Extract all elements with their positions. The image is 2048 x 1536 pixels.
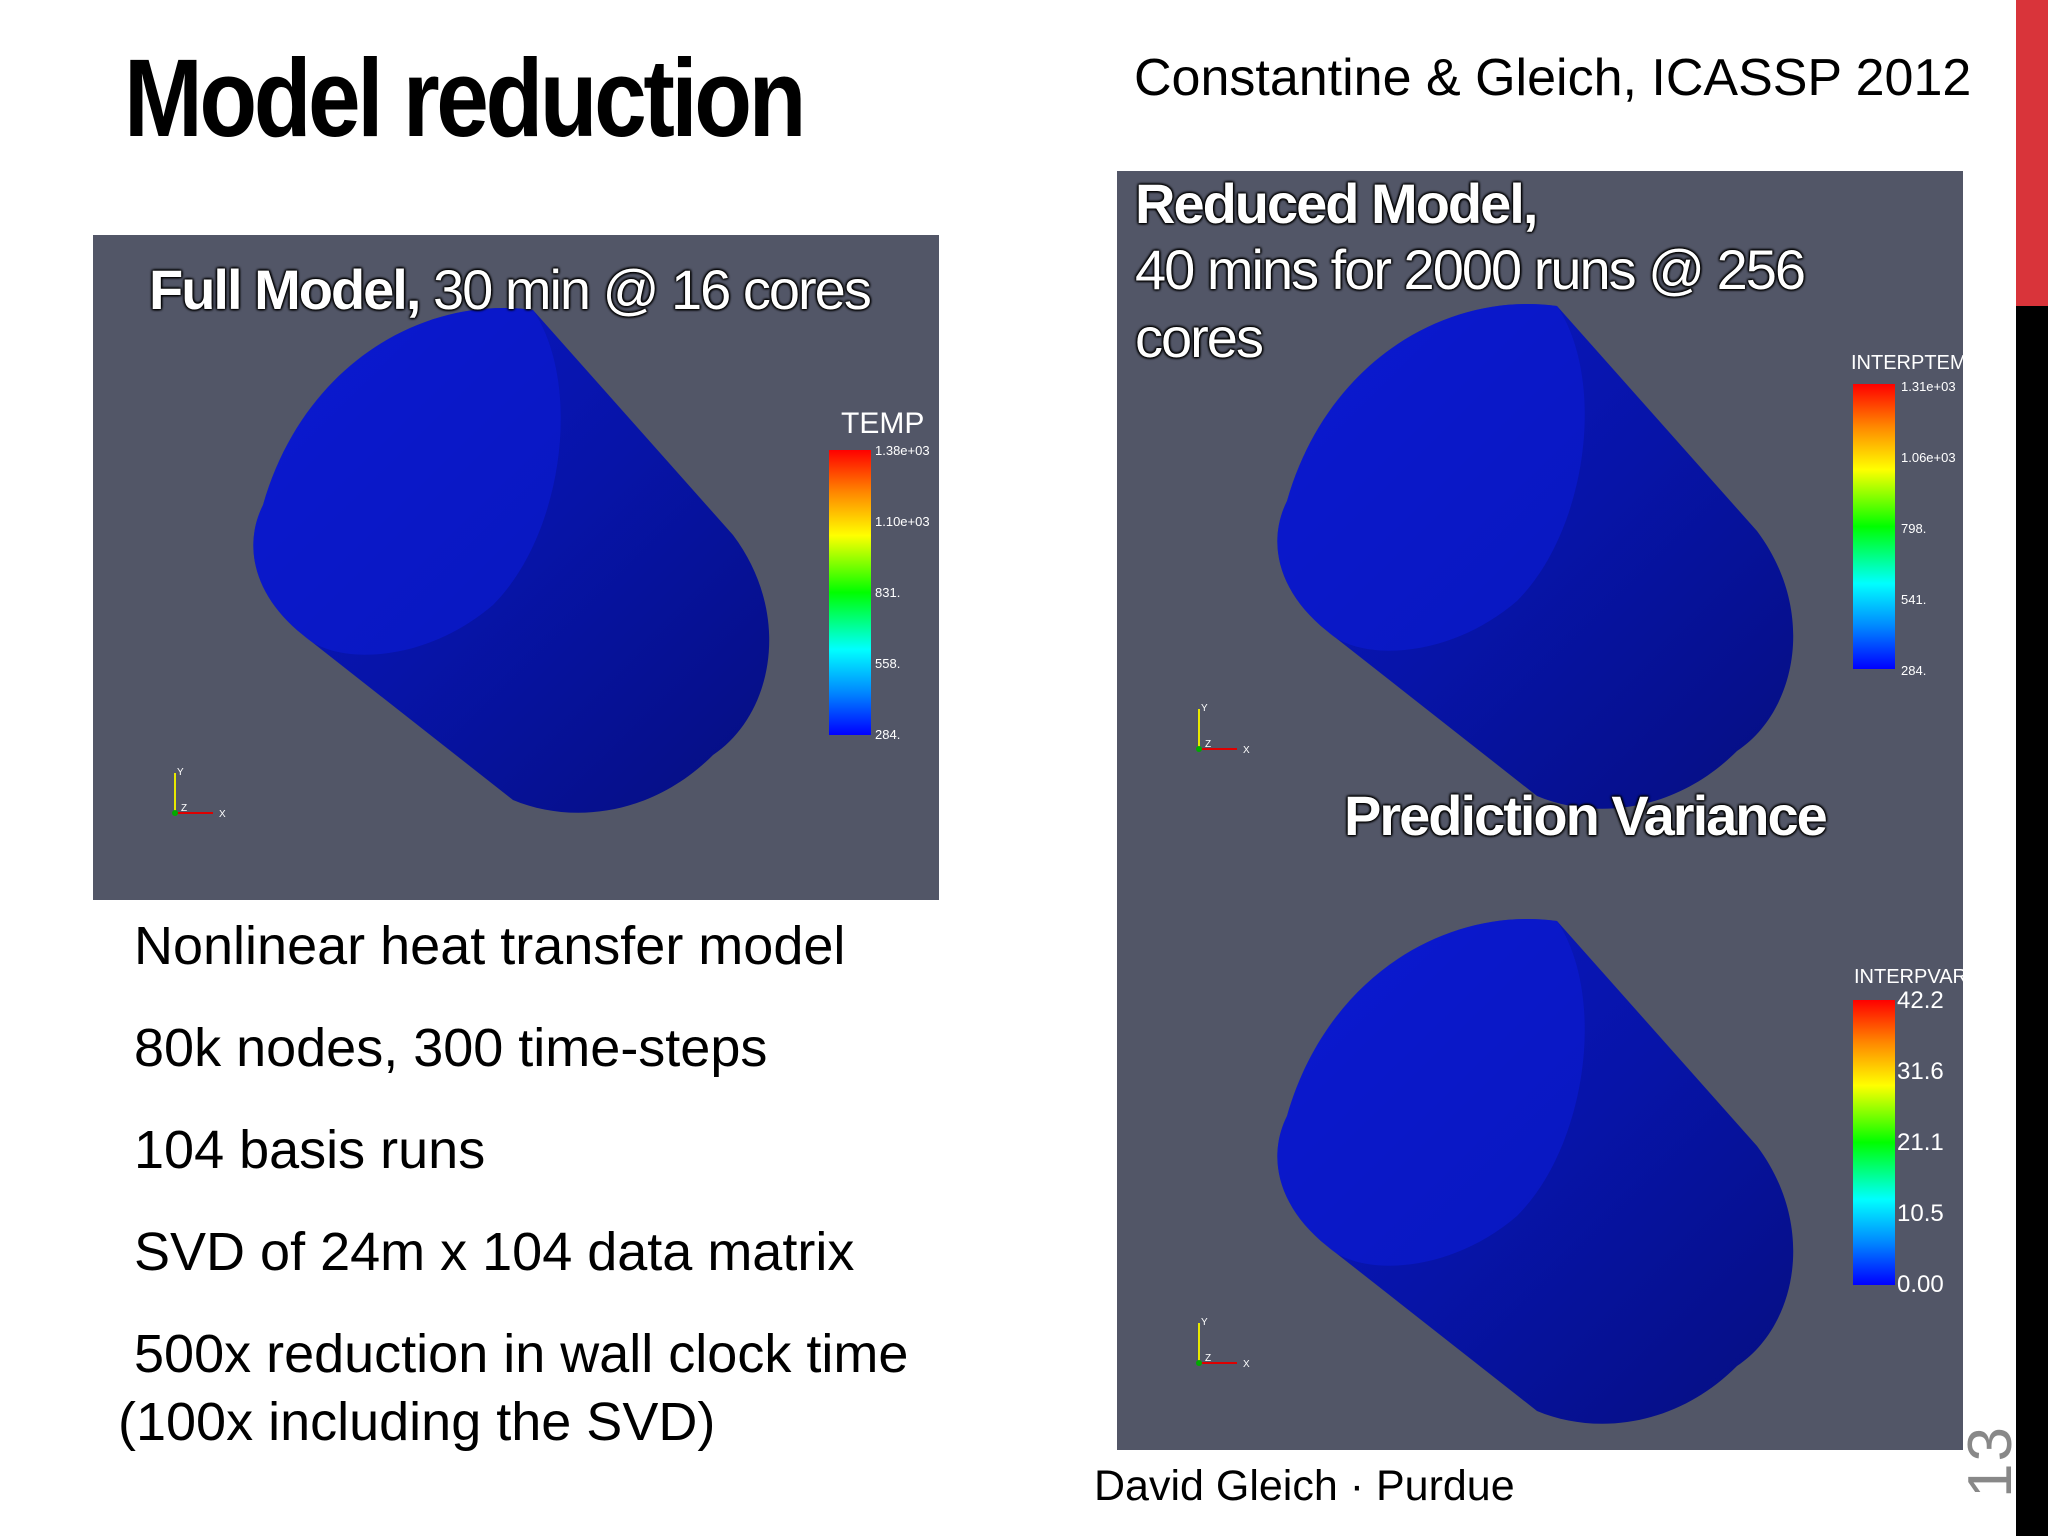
colorbar-tick: 1.10e+03 xyxy=(875,514,930,529)
axes-triad-icon: Y Z X xyxy=(1196,1317,1250,1370)
colorbar-temp xyxy=(829,450,871,735)
axis-x-label: X xyxy=(1243,1359,1250,1370)
axes-triad-icon: Y Z X xyxy=(172,767,226,820)
citation: Constantine & Gleich, ICASSP 2012 xyxy=(1134,49,1972,107)
colorbar-tick: 1.31e+03 xyxy=(1901,379,1956,394)
reduced-model-label-line3: cores xyxy=(1135,306,1264,369)
colorbar-title: TEMP xyxy=(841,407,925,440)
colorbar-tick: 798. xyxy=(1901,521,1927,536)
colorbar-tick: 284. xyxy=(875,727,901,742)
bullet-item: 104 basis runs xyxy=(134,1120,486,1180)
colorbar-tick: 0.00 xyxy=(1897,1271,1944,1298)
full-model-label-rest: 30 min @ 16 cores xyxy=(419,258,872,321)
prediction-variance-label: Prediction Variance xyxy=(1344,784,1828,847)
colorbar-tick: 21.1 xyxy=(1897,1129,1944,1156)
axis-y-label: Y xyxy=(177,767,184,778)
slide-title: Model reduction xyxy=(124,37,806,160)
colorbar-tick: 1.06e+03 xyxy=(1901,450,1956,465)
axis-x-label: X xyxy=(219,809,226,820)
colorbar-title: INTERPTEMP xyxy=(1851,352,1963,374)
colorbar-tick: 1.38e+03 xyxy=(875,443,930,458)
cylinder-render xyxy=(253,308,770,813)
footer-author: David Gleich · Purdue xyxy=(1094,1462,1515,1510)
reduced-model-label-line2: 40 mins for 2000 runs @ 256 xyxy=(1135,238,1806,301)
colorbar-interpvar xyxy=(1853,1000,1895,1285)
colorbar-tick: 10.5 xyxy=(1897,1200,1944,1227)
axes-triad-icon: Y Z X xyxy=(1196,703,1250,756)
colorbar-tick: 42.2 xyxy=(1897,987,1944,1014)
full-model-visualization: Full Model, 30 min @ 16 cores TEMP 1.38e… xyxy=(93,235,939,900)
axis-x-label: X xyxy=(1243,745,1250,756)
colorbar-title: INTERPVAR xyxy=(1854,966,1963,988)
colorbar-tick: 284. xyxy=(1901,663,1927,678)
cylinder-render-pair xyxy=(1277,304,1794,1424)
axis-z-label: Z xyxy=(1205,739,1211,750)
axis-z-label: Z xyxy=(1205,1353,1211,1364)
axis-y-label: Y xyxy=(1201,703,1208,714)
colorbar-interptemp xyxy=(1853,384,1895,669)
accent-bar-black xyxy=(2016,306,2048,1536)
reduced-model-label-line1: Reduced Model, xyxy=(1135,172,1538,235)
bullet-item: 80k nodes, 300 time-steps xyxy=(134,1018,768,1078)
colorbar-tick: 541. xyxy=(1901,592,1927,607)
colorbar-tick: 831. xyxy=(875,585,901,600)
axis-y-label: Y xyxy=(1201,1317,1208,1328)
full-model-label-bold: Full Model, xyxy=(149,258,421,321)
full-model-label: Full Model, 30 min @ 16 cores xyxy=(149,257,872,322)
bullet-item: Nonlinear heat transfer model xyxy=(134,916,846,976)
bullet-item-continuation: (100x including the SVD) xyxy=(118,1392,716,1452)
reduced-model-visualization: Reduced Model, 40 mins for 2000 runs @ 2… xyxy=(1117,171,1963,1450)
accent-bar-red xyxy=(2016,0,2048,306)
bullet-item: 500x reduction in wall clock time xyxy=(134,1324,909,1384)
bullet-item: SVD of 24m x 104 data matrix xyxy=(134,1222,855,1282)
colorbar-tick: 31.6 xyxy=(1897,1058,1944,1085)
axis-z-label: Z xyxy=(181,803,187,814)
colorbar-tick: 558. xyxy=(875,656,901,671)
